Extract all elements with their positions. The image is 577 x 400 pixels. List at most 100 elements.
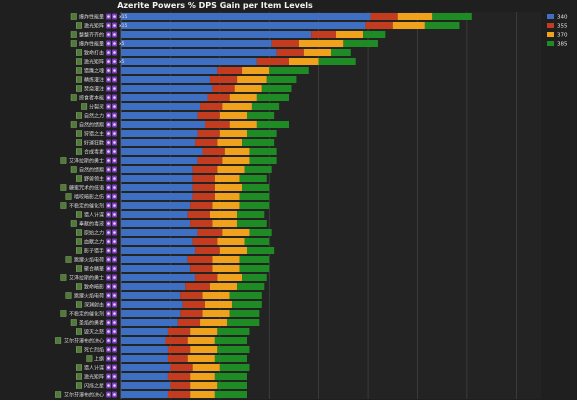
spell-icon — [75, 346, 82, 353]
bar-segment-385 — [217, 381, 247, 390]
spell-icon — [70, 40, 77, 47]
bar-segment-355 — [192, 174, 215, 183]
spell-icon — [55, 337, 62, 344]
bar-segment-370 — [212, 264, 240, 273]
bar-segment-385 — [363, 30, 386, 39]
bar-segment-370 — [217, 138, 243, 147]
trait-badge-glyph-icon — [107, 60, 110, 63]
row-label: 狩猎之主 — [84, 130, 104, 137]
trait-badge-glyph-icon — [113, 348, 116, 351]
trait-badge-glyph-icon — [113, 240, 116, 243]
bar-segment-355 — [197, 111, 220, 120]
bar-segment-340 — [121, 102, 201, 111]
trait-badge-glyph-icon — [107, 285, 110, 288]
bar-segment-340 — [121, 318, 178, 327]
spell-icon — [65, 292, 72, 299]
row-label: 整整齐齐的 — [79, 31, 104, 38]
bar-segment-340 — [121, 390, 168, 399]
bar-segment-355 — [256, 57, 289, 66]
bar-segment-355 — [370, 12, 398, 21]
trait-badge-glyph-icon — [113, 312, 116, 315]
spell-icon — [75, 265, 82, 272]
trait-badge-glyph-icon — [113, 150, 116, 153]
row-label: 分裂灵 — [89, 103, 104, 110]
bar-segment-370 — [229, 93, 257, 102]
bar-segment-355 — [167, 372, 191, 381]
bar-segment-385 — [237, 219, 267, 228]
bar-segment-355 — [170, 381, 191, 390]
bar-segment-385 — [219, 363, 250, 372]
bar-segment-385 — [256, 120, 289, 129]
spell-icon — [75, 76, 82, 83]
trait-badge-glyph-icon — [107, 150, 110, 153]
trait-badge-glyph-icon — [107, 15, 110, 18]
spell-icon — [60, 202, 67, 209]
trait-badge-glyph-icon — [107, 51, 110, 54]
bar-segment-385 — [249, 147, 277, 156]
bar-segment-340 — [121, 147, 203, 156]
bar-segment-340 — [121, 156, 198, 165]
bar-segment-385 — [247, 111, 275, 120]
trait-badge-glyph-icon — [107, 69, 110, 72]
spell-icon — [75, 211, 82, 218]
spell-icon — [60, 157, 67, 164]
trait-badge-glyph-icon — [107, 366, 110, 369]
row-label: 爆炸性能量 — [79, 13, 104, 20]
bar-segment-370 — [217, 273, 243, 282]
bar-segment-370 — [217, 165, 245, 174]
trait-badge-glyph-icon — [113, 195, 116, 198]
bar-segment-355 — [167, 327, 191, 336]
bar-segment-340 — [121, 300, 183, 309]
legend-swatch — [547, 23, 554, 28]
bar-segment-340 — [121, 93, 208, 102]
bar-segment-385 — [424, 21, 460, 30]
bar-segment-355 — [180, 309, 203, 318]
row-label: 致命暗影 — [84, 283, 104, 290]
bar-segment-370 — [190, 372, 215, 381]
trait-badge-glyph-icon — [113, 366, 116, 369]
bar-segment-385 — [244, 165, 272, 174]
trait-badge-glyph-icon — [113, 15, 116, 18]
bar-segment-355 — [165, 336, 188, 345]
chart-title: Azerite Powers % DPS Gain per Item Level… — [117, 1, 313, 10]
bar-segment-385 — [331, 48, 351, 57]
bar-segment-355 — [365, 21, 393, 30]
row-label: 激光矩阵 — [84, 58, 104, 65]
trait-badge-glyph-icon — [107, 330, 110, 333]
row-label: 自然之力 — [84, 112, 104, 119]
trait-badge-glyph-icon — [107, 78, 110, 81]
trait-badge-glyph-icon — [113, 231, 116, 234]
bar-segment-340 — [121, 363, 171, 372]
trait-badge-glyph-icon — [107, 33, 110, 36]
bar-segment-355 — [195, 138, 218, 147]
legend-swatch — [547, 41, 554, 46]
row-label: 上旗 — [94, 355, 104, 362]
bar-segment-340 — [121, 165, 193, 174]
bar-segment-370 — [209, 282, 238, 291]
spell-icon — [75, 139, 82, 146]
bar-segment-385 — [249, 228, 272, 237]
trait-badge-glyph-icon — [107, 258, 110, 261]
bar-segment-385 — [251, 102, 280, 111]
bar-segment-370 — [242, 66, 270, 75]
bar-segment-340 — [121, 327, 168, 336]
bar-segment-385 — [242, 183, 270, 192]
legend-swatch — [547, 14, 554, 19]
bar-segment-355 — [190, 201, 213, 210]
bar-segment-370 — [397, 12, 433, 21]
row-label: 奉献的毒液 — [79, 220, 104, 227]
bar-segment-385 — [239, 174, 267, 183]
bar-segment-370 — [237, 75, 267, 84]
bar-segment-385 — [229, 309, 260, 318]
trait-badge-glyph-icon — [113, 132, 116, 135]
bar-segment-370 — [209, 210, 238, 219]
spell-icon — [70, 220, 77, 227]
bar-segment-340 — [121, 84, 213, 93]
row-label: 爆炸性能量 — [79, 40, 104, 47]
bar-segment-340 — [121, 39, 272, 48]
bar-segment-340 — [121, 21, 366, 30]
bar-segment-355 — [197, 228, 223, 237]
trait-badge-glyph-icon — [113, 168, 116, 171]
row-stack-tag: x5 — [119, 59, 125, 65]
bar-segment-370 — [303, 48, 331, 57]
